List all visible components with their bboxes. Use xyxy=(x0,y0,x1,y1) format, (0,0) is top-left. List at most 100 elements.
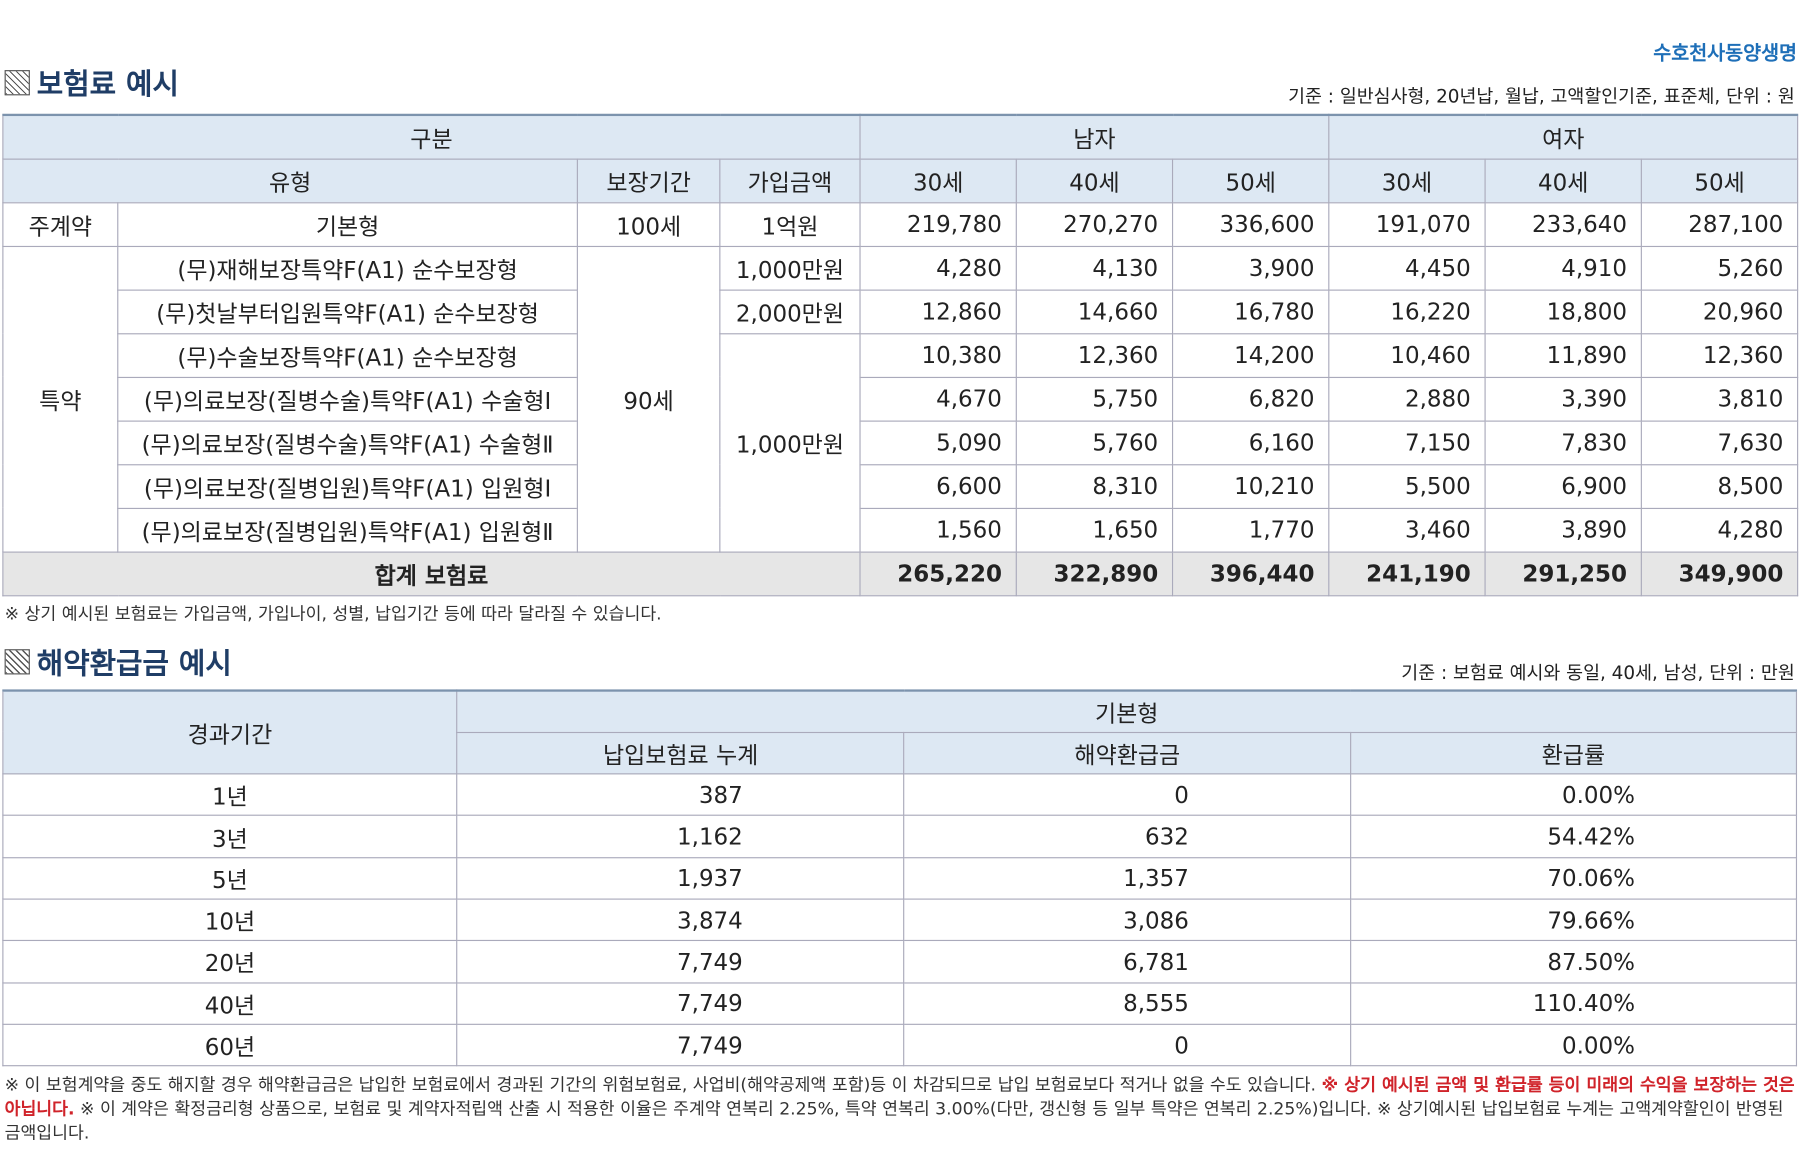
value-cell: 0.00% xyxy=(1349,1023,1798,1067)
value-cell: 4,670 xyxy=(859,376,1017,422)
value-cell: 5,760 xyxy=(1015,419,1174,465)
cell: 1,000만원 xyxy=(719,245,861,291)
value-cell: 0.00% xyxy=(1349,773,1798,817)
value-cell: 16,780 xyxy=(1171,288,1330,334)
value-cell: 7,830 xyxy=(1484,419,1642,465)
value-cell: 287,100 xyxy=(1640,201,1799,247)
value-cell: 8,310 xyxy=(1015,463,1174,509)
value-cell: 3,460 xyxy=(1328,507,1486,553)
value-cell: 387 xyxy=(456,773,905,817)
basis: 기준 : 보험료 예시와 동일, 40세, 남성, 단위 : 만원 xyxy=(1401,661,1795,684)
header-row: 납입보험료 누계 해약환급금 환급률 xyxy=(3,731,1798,775)
value-cell: 4,280 xyxy=(859,245,1017,291)
header-row: 유형 보장기간 가입금액 30세 40세 50세 30세 40세 50세 xyxy=(2,157,1799,203)
value-cell: 3,086 xyxy=(903,898,1351,942)
value-cell: 12,360 xyxy=(1640,332,1799,378)
cell: (무)의료보장(질병수술)특약F(A1) 수술형Ⅰ xyxy=(117,376,578,422)
value-cell: 4,130 xyxy=(1015,245,1174,291)
value-cell: 6,160 xyxy=(1171,419,1330,465)
value-cell: 322,890 xyxy=(1015,550,1174,596)
cell: 1년 xyxy=(2,773,458,817)
header-cell: 구분 xyxy=(2,114,861,160)
value-cell: 1,560 xyxy=(859,507,1017,553)
header-cell: 경과기간 xyxy=(2,689,458,775)
cell: (무)재해보장특약F(A1) 순수보장형 xyxy=(117,245,578,291)
basis: 기준 : 일반심사형, 20년납, 월납, 고액할인기준, 표준체, 단위 : … xyxy=(1288,85,1795,107)
premium-table: 구분 남자 여자 유형 보장기간 가입금액 30세 40세 50세 30세 40세 50세 주계약 기본형… xyxy=(2,113,1799,596)
value-cell: 5,750 xyxy=(1015,376,1174,422)
cell: (무)의료보장(질병수술)특약F(A1) 수술형Ⅱ xyxy=(117,419,578,465)
header-cell: 30세 xyxy=(859,157,1017,203)
value-cell: 12,360 xyxy=(1015,332,1174,378)
cell: (무)의료보장(질병입원)특약F(A1) 입원형Ⅰ xyxy=(117,463,578,509)
value-cell: 336,600 xyxy=(1171,201,1330,247)
brand: 수호천사동양생명 xyxy=(1653,42,1798,66)
cell: (무)수술보장특약F(A1) 순수보장형 xyxy=(117,332,578,378)
value-cell: 3,874 xyxy=(456,898,905,942)
value-cell: 7,749 xyxy=(456,1023,905,1067)
value-cell: 16,220 xyxy=(1328,288,1486,334)
cell: 기본형 xyxy=(117,201,578,247)
value-cell: 7,749 xyxy=(456,940,905,984)
value-cell: 3,390 xyxy=(1484,376,1642,422)
section-title: 보험료 예시 xyxy=(4,62,179,103)
rider-row: 특약 (무)재해보장특약F(A1) 순수보장형 90세 1,000만원 4,280 4,1… xyxy=(2,245,1799,553)
section-title: 해약환급금 예시 xyxy=(4,641,232,682)
value-cell: 18,800 xyxy=(1484,288,1642,334)
value-cell: 8,500 xyxy=(1640,463,1799,509)
value-cell: 233,640 xyxy=(1484,201,1642,247)
value-cell: 2,880 xyxy=(1328,376,1486,422)
data-row: 60년 7,749 0 0.00% xyxy=(2,1023,1798,1067)
header-cell: 기본형 xyxy=(456,689,1798,733)
value-cell: 70.06% xyxy=(1349,856,1798,900)
value-cell: 270,270 xyxy=(1015,201,1174,247)
cell: 90세 xyxy=(576,245,721,553)
note: ※ 이 보험계약을 중도 해지할 경우 해약환급금은 납입한 보험료에서 경과된… xyxy=(5,1073,1800,1145)
value-cell: 1,357 xyxy=(903,856,1351,900)
main-row: 주계약 기본형 100세 1억원 219,780 270,270 336,600 191,07… xyxy=(2,201,1799,247)
header-row: 구분 남자 여자 xyxy=(2,114,1799,160)
note-text: ※ 이 계약은 확정금리형 상품으로, 보험료 및 계약자적립액 산출 시 적용… xyxy=(4,1098,1784,1144)
value-cell: 349,900 xyxy=(1640,550,1799,596)
value-cell: 7,749 xyxy=(456,981,905,1025)
refund-table: 경과기간 기본형 납입보험료 누계 해약환급금 환급률 1년 387 0 0.00% 3년 1,16… xyxy=(2,689,1798,1067)
cell: 2,000만원 xyxy=(719,288,861,334)
value-cell: 1,650 xyxy=(1015,507,1174,553)
header-cell: 보장기간 xyxy=(576,157,721,203)
value-cell: 54.42% xyxy=(1349,815,1798,858)
cell: 100세 xyxy=(576,201,721,247)
title-text: 보험료 예시 xyxy=(36,67,179,102)
value-cell: 1,162 xyxy=(456,815,905,858)
note: ※ 상기 예시된 보험료는 가입금액, 가입나이, 성별, 납입기간 등에 따라… xyxy=(4,603,662,624)
value-cell: 3,810 xyxy=(1640,376,1799,422)
cell: 1억원 xyxy=(719,201,861,247)
cell: 주계약 xyxy=(2,201,119,247)
value-cell: 6,900 xyxy=(1484,463,1642,509)
header-cell: 여자 xyxy=(1328,114,1799,160)
rider-row: (무)첫날부터입원특약F(A1) 순수보장형 2,000만원 12,860 14,66… xyxy=(3,288,1799,334)
data-row: 10년 3,874 3,086 79.66% xyxy=(2,898,1798,942)
value-cell: 14,200 xyxy=(1171,332,1330,378)
cell: (무)첫날부터입원특약F(A1) 순수보장형 xyxy=(117,288,578,334)
value-cell: 0 xyxy=(903,773,1351,817)
header-cell: 남자 xyxy=(859,114,1330,160)
value-cell: 7,630 xyxy=(1640,419,1799,465)
header-cell: 가입금액 xyxy=(719,157,861,203)
value-cell: 10,380 xyxy=(859,332,1017,378)
value-cell: 87.50% xyxy=(1349,940,1798,984)
rider-row: (무)의료보장(질병수술)특약F(A1) 수술형Ⅱ 5,090 5,760 6,160… xyxy=(3,419,1799,465)
header-cell: 50세 xyxy=(1640,157,1799,203)
value-cell: 191,070 xyxy=(1328,201,1486,247)
value-cell: 5,090 xyxy=(859,419,1017,465)
value-cell: 1,770 xyxy=(1171,507,1330,553)
value-cell: 3,900 xyxy=(1171,245,1330,291)
value-cell: 6,781 xyxy=(903,940,1351,984)
value-cell: 5,500 xyxy=(1328,463,1486,509)
icon xyxy=(4,70,30,96)
cell: (무)의료보장(질병입원)특약F(A1) 입원형Ⅱ xyxy=(117,507,578,553)
header-cell: 50세 xyxy=(1171,157,1330,203)
cell: 60년 xyxy=(2,1023,458,1067)
header-cell: 해약환급금 xyxy=(903,731,1351,775)
